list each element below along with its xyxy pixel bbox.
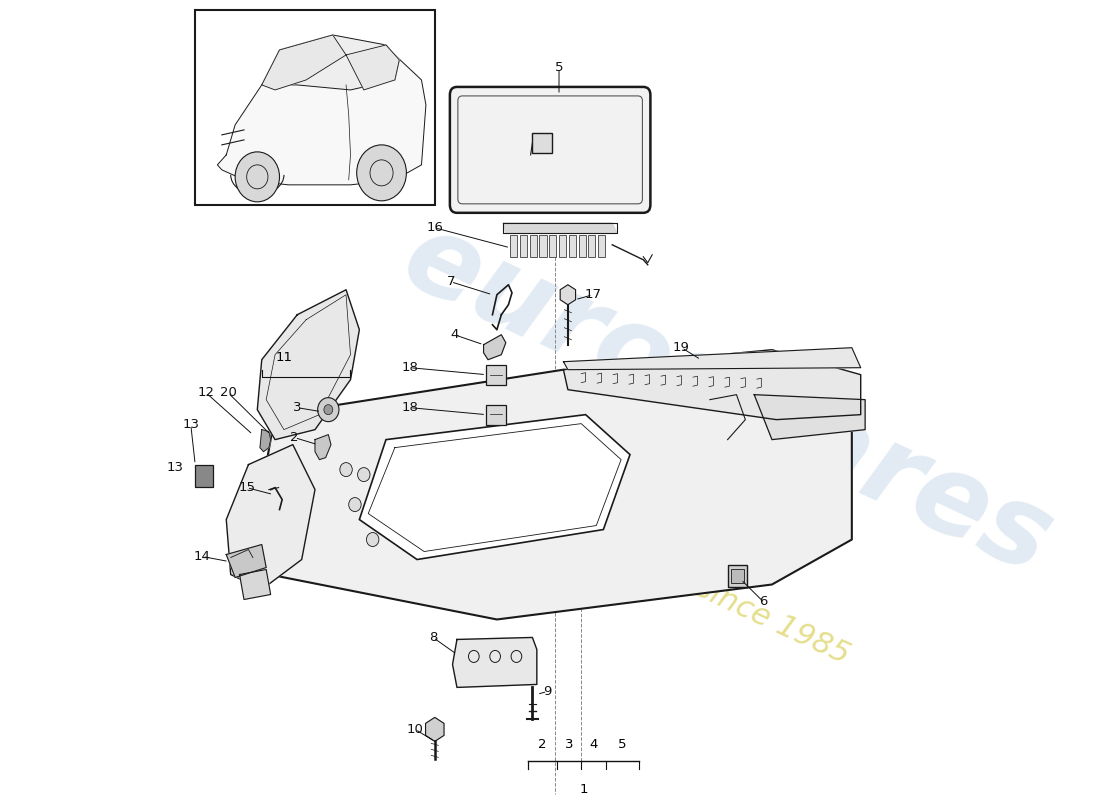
- Bar: [549, 235, 557, 257]
- Text: 8: 8: [429, 631, 437, 644]
- Text: 5: 5: [554, 62, 563, 74]
- Text: 11: 11: [275, 351, 293, 364]
- Bar: [195, 465, 213, 486]
- Bar: [486, 365, 506, 385]
- Bar: [727, 565, 747, 586]
- Circle shape: [349, 498, 361, 511]
- Polygon shape: [360, 414, 630, 559]
- Text: 19: 19: [673, 342, 690, 354]
- Polygon shape: [227, 545, 266, 578]
- Text: 18: 18: [402, 361, 418, 374]
- Bar: [486, 405, 506, 425]
- Text: 13: 13: [166, 461, 184, 474]
- Text: 7: 7: [447, 275, 455, 288]
- Text: 6: 6: [759, 595, 768, 608]
- Text: 14: 14: [194, 550, 211, 563]
- Circle shape: [323, 405, 332, 414]
- Text: 15: 15: [239, 481, 255, 494]
- Polygon shape: [260, 430, 271, 452]
- Polygon shape: [262, 35, 346, 90]
- Text: 9: 9: [543, 685, 552, 698]
- Polygon shape: [452, 638, 537, 687]
- Polygon shape: [262, 35, 399, 90]
- Polygon shape: [503, 223, 617, 233]
- FancyBboxPatch shape: [450, 87, 650, 213]
- Bar: [532, 133, 552, 153]
- Text: 13: 13: [183, 418, 199, 431]
- Circle shape: [358, 468, 370, 482]
- Bar: [579, 235, 585, 257]
- Bar: [510, 235, 517, 257]
- Polygon shape: [563, 348, 860, 370]
- Circle shape: [356, 145, 406, 201]
- Bar: [732, 569, 744, 582]
- Text: a passion for parts since 1985: a passion for parts since 1985: [424, 449, 854, 670]
- Text: eurospares: eurospares: [386, 202, 1068, 597]
- Text: 12: 12: [197, 386, 215, 399]
- Circle shape: [340, 462, 352, 477]
- Polygon shape: [240, 570, 271, 599]
- Text: 17: 17: [584, 288, 602, 302]
- Polygon shape: [560, 285, 575, 305]
- Text: 18: 18: [402, 401, 418, 414]
- Polygon shape: [257, 290, 360, 440]
- Text: 20: 20: [220, 386, 236, 399]
- Bar: [598, 235, 605, 257]
- Text: 16: 16: [427, 222, 443, 234]
- Text: 1: 1: [580, 783, 587, 796]
- Circle shape: [235, 152, 279, 202]
- Polygon shape: [755, 394, 865, 440]
- Polygon shape: [346, 45, 399, 90]
- Text: 3: 3: [565, 738, 573, 751]
- Polygon shape: [315, 434, 331, 460]
- Bar: [195, 10, 434, 205]
- FancyBboxPatch shape: [458, 96, 642, 204]
- Polygon shape: [563, 350, 860, 420]
- Text: 4: 4: [590, 738, 597, 751]
- Bar: [539, 235, 547, 257]
- Polygon shape: [244, 370, 851, 619]
- Polygon shape: [227, 445, 315, 590]
- Bar: [520, 235, 527, 257]
- Text: 3: 3: [293, 401, 301, 414]
- Bar: [588, 235, 595, 257]
- Polygon shape: [484, 334, 506, 360]
- Text: 2: 2: [538, 738, 547, 751]
- Bar: [530, 235, 537, 257]
- Circle shape: [318, 398, 339, 422]
- Polygon shape: [218, 45, 426, 185]
- Bar: [559, 235, 566, 257]
- Text: 4: 4: [450, 328, 459, 342]
- Text: 10: 10: [407, 723, 424, 736]
- Text: 2: 2: [290, 431, 299, 444]
- Bar: [569, 235, 576, 257]
- Polygon shape: [426, 718, 444, 742]
- Text: 5: 5: [618, 738, 627, 751]
- Circle shape: [366, 533, 378, 546]
